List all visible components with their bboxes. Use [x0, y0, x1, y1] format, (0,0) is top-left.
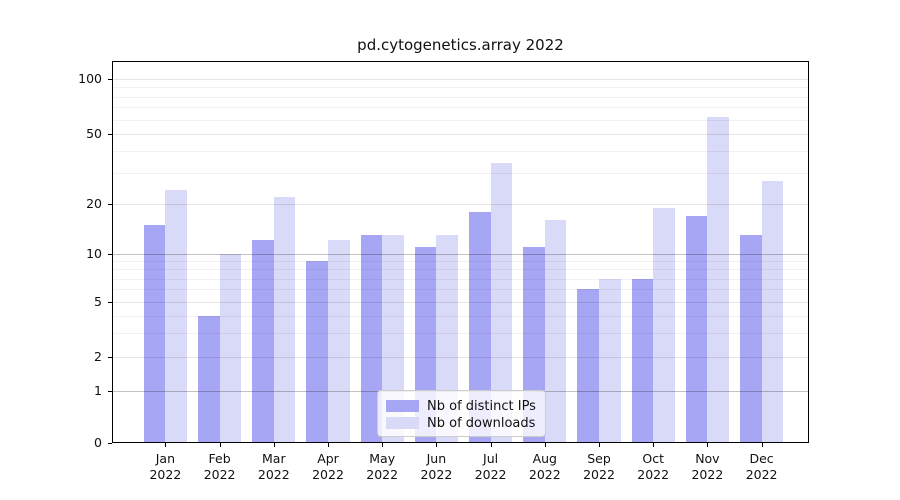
major-gridline-2: [113, 357, 808, 359]
legend-entry-distinct-ips: Nb of distinct IPs: [386, 398, 537, 414]
x-tick-label-oct-2022: Oct 2022: [637, 451, 670, 482]
minor-gridline-3: [113, 332, 808, 334]
bar-nb-of-distinct-ips-jul-2022: [468, 211, 491, 442]
x-tick-mark-sep-2022: [599, 443, 600, 447]
minor-gridline-30: [113, 173, 808, 175]
y-tick-label-20: 20: [86, 196, 102, 211]
bar-nb-of-downloads-mar-2022: [273, 196, 296, 442]
bar-nb-of-downloads-dec-2022: [761, 181, 784, 442]
plot-area: Nb of distinct IPs Nb of downloads: [112, 61, 809, 443]
x-tick-mark-oct-2022: [653, 443, 655, 447]
y-tick-mark-5: [108, 302, 112, 304]
x-tick-label-nov-2022: Nov 2022: [691, 451, 724, 482]
bar-nb-of-downloads-oct-2022: [653, 207, 675, 442]
bar-nb-of-distinct-ips-sep-2022: [577, 289, 599, 442]
y-tick-mark-50: [108, 134, 112, 135]
y-tick-label-2: 2: [94, 349, 102, 365]
x-tick-label-may-2022: May 2022: [366, 451, 399, 482]
x-tick-label-aug-2022: Aug 2022: [528, 451, 561, 482]
x-tick-mark-dec-2022: [761, 443, 763, 447]
bar-nb-of-distinct-ips-dec-2022: [739, 234, 762, 442]
bar-nb-of-distinct-ips-may-2022: [360, 234, 383, 442]
bar-nb-of-distinct-ips-feb-2022: [197, 315, 220, 442]
bar-nb-of-downloads-aug-2022: [544, 219, 567, 442]
minor-gridline-70: [113, 107, 808, 109]
x-tick-mark-apr-2022: [328, 443, 329, 447]
x-tick-label-feb-2022: Feb 2022: [203, 451, 236, 482]
bar-nb-of-distinct-ips-apr-2022: [306, 260, 328, 442]
major-gridline-100: [113, 79, 808, 80]
x-tick-label-jun-2022: Jun 2022: [420, 451, 453, 482]
y-tick-mark-100: [108, 79, 112, 80]
minor-gridline-8: [113, 269, 808, 271]
y-tick-label-10: 10: [86, 245, 102, 261]
major-gridline-10: [113, 253, 808, 255]
x-tick-label-apr-2022: Apr 2022: [312, 451, 344, 482]
bar-nb-of-downloads-jan-2022: [165, 190, 188, 442]
x-tick-label-jan-2022: Jan 2022: [149, 451, 182, 482]
legend-swatch-downloads-icon: [386, 417, 419, 429]
x-tick-mark-aug-2022: [544, 443, 546, 447]
grid-layer: [113, 62, 808, 442]
x-tick-label-mar-2022: Mar 2022: [257, 451, 290, 482]
minor-gridline-90: [113, 87, 808, 89]
x-tick-label-jul-2022: Jul 2022: [474, 451, 507, 482]
major-gridline-20: [113, 204, 808, 205]
legend-swatch-distinct-ips-icon: [386, 400, 419, 412]
major-gridline-50: [113, 134, 808, 135]
y-tick-label-1: 1: [94, 383, 102, 398]
minor-gridline-9: [113, 260, 808, 262]
bar-nb-of-distinct-ips-nov-2022: [685, 215, 708, 442]
legend-label-distinct-ips: Nb of distinct IPs: [427, 398, 536, 414]
minor-gridline-60: [113, 119, 808, 121]
x-tick-mark-may-2022: [382, 443, 384, 447]
y-tick-label-5: 5: [94, 294, 102, 310]
minor-gridline-6: [113, 289, 808, 291]
bar-nb-of-downloads-feb-2022: [219, 253, 242, 442]
chart-title: pd.cytogenetics.array 2022: [357, 36, 564, 54]
x-tick-label-sep-2022: Sep 2022: [583, 451, 615, 482]
y-tick-mark-10: [108, 253, 112, 255]
bar-nb-of-distinct-ips-mar-2022: [252, 240, 274, 442]
x-tick-mark-jun-2022: [436, 443, 438, 447]
minor-gridline-4: [113, 315, 808, 317]
x-tick-mark-jan-2022: [165, 443, 167, 447]
x-tick-mark-mar-2022: [273, 443, 275, 447]
bar-nb-of-downloads-sep-2022: [599, 278, 621, 442]
legend-entry-downloads: Nb of downloads: [386, 415, 537, 431]
y-tick-mark-0: [108, 443, 112, 444]
x-tick-mark-jul-2022: [490, 443, 492, 447]
bar-nb-of-downloads-apr-2022: [328, 240, 350, 442]
legend: Nb of distinct IPs Nb of downloads: [377, 390, 546, 437]
bar-nb-of-distinct-ips-oct-2022: [631, 278, 654, 442]
minor-gridline-40: [113, 151, 808, 153]
x-tick-mark-feb-2022: [219, 443, 221, 447]
y-tick-label-100: 100: [78, 71, 102, 86]
minor-gridline-80: [113, 96, 808, 98]
bar-nb-of-downloads-nov-2022: [707, 116, 730, 442]
bar-nb-of-distinct-ips-jan-2022: [143, 224, 166, 442]
y-tick-label-0: 0: [94, 435, 102, 450]
y-tick-mark-2: [108, 357, 112, 359]
legend-label-downloads: Nb of downloads: [427, 415, 536, 431]
major-gridline-5: [113, 302, 808, 304]
minor-gridline-7: [113, 278, 808, 280]
y-tick-label-50: 50: [86, 126, 102, 141]
y-tick-mark-1: [108, 391, 112, 392]
x-tick-mark-nov-2022: [707, 443, 709, 447]
bar-nb-of-downloads-jul-2022: [490, 163, 513, 442]
x-tick-label-dec-2022: Dec 2022: [745, 451, 778, 482]
y-tick-mark-20: [108, 204, 112, 205]
